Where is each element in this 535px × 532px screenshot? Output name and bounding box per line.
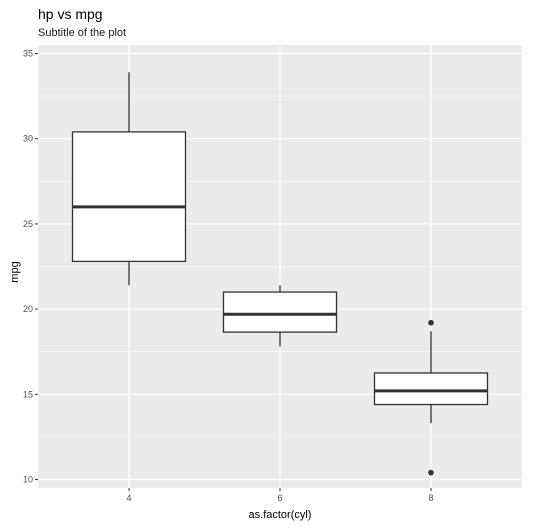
y-tick-label: 30: [23, 134, 33, 144]
box-group: [222, 285, 338, 347]
chart-subtitle: Subtitle of the plot: [38, 27, 126, 39]
y-tick-label: 25: [23, 219, 33, 229]
box-body: [373, 372, 489, 406]
y-axis: 10 15 20 25 30 35: [23, 49, 38, 484]
x-tick-label: 6: [277, 493, 282, 503]
x-tick-label: 8: [428, 493, 433, 503]
outlier-point: [428, 469, 434, 476]
box-body: [71, 131, 187, 263]
y-tick-label: 10: [23, 474, 33, 484]
x-axis: 4 6 8: [126, 488, 434, 503]
box-group: [71, 72, 187, 286]
x-tick-label: 4: [126, 493, 131, 503]
outlier-point: [428, 319, 434, 326]
box-body: [222, 291, 338, 333]
y-tick-label: 35: [23, 49, 33, 59]
x-axis-title: as.factor(cyl): [249, 509, 312, 521]
boxes: [71, 72, 489, 476]
chart-title: hp vs mpg: [38, 6, 103, 22]
box-group: [373, 319, 489, 476]
y-tick-label: 20: [23, 304, 33, 314]
y-tick-label: 15: [23, 389, 33, 399]
y-axis-title: mpg: [9, 261, 21, 282]
